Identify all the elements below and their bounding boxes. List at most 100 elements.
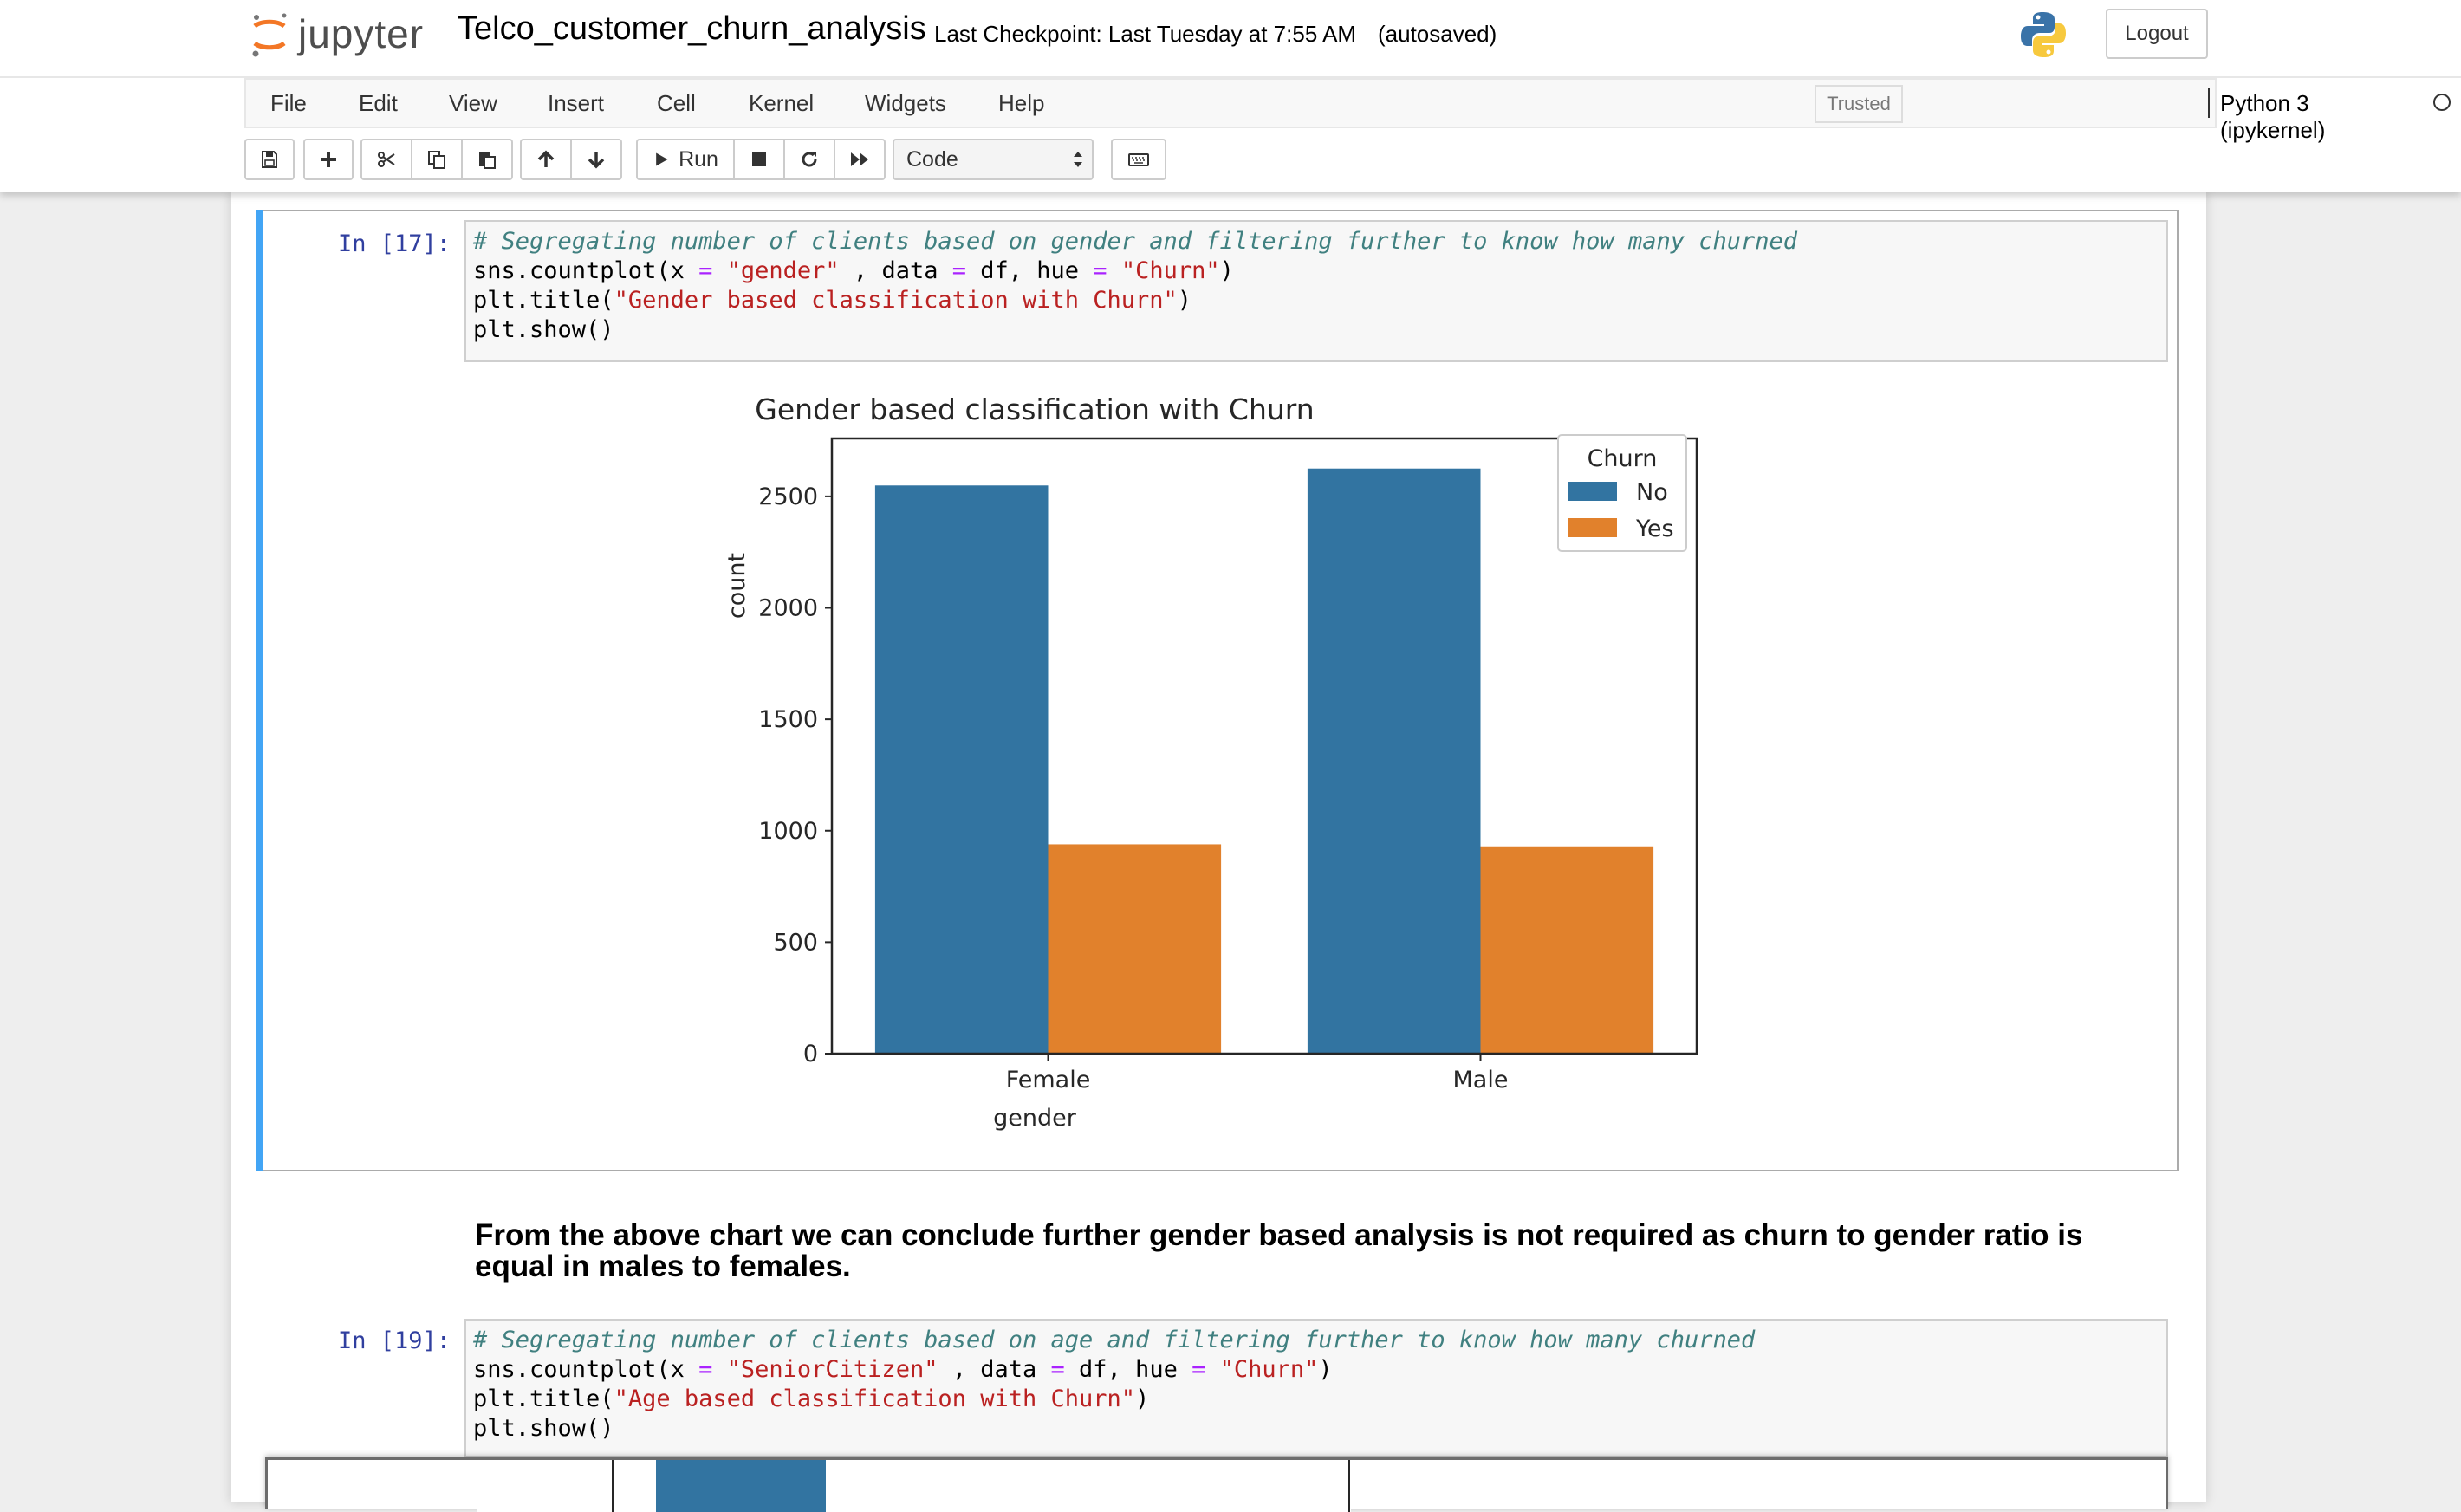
bar-male-no: [1307, 468, 1481, 1054]
y-tick-label: 500: [773, 929, 818, 956]
menu-cell[interactable]: Cell: [657, 90, 696, 116]
arrow-down-icon: [588, 152, 605, 169]
legend-label-yes: Yes: [1635, 516, 1674, 542]
code-string: "Gender based classification with Churn": [614, 287, 1178, 314]
trusted-indicator[interactable]: Trusted: [1815, 85, 1903, 123]
fast-forward-icon: [851, 152, 868, 166]
code-operator: =: [698, 1356, 713, 1383]
input-prompt: In [17]:: [338, 230, 451, 257]
countplot-chart: Gender based classification with Churn c…: [724, 393, 1698, 1132]
markdown-conclusion: From the above chart we can conclude fur…: [475, 1218, 2083, 1283]
menu-kernel[interactable]: Kernel: [749, 90, 815, 116]
input-prompt-2: In [19]:: [338, 1327, 451, 1354]
code-comment: # Segregating number of clients based on…: [473, 228, 1798, 255]
code-token: plt.title(: [473, 1385, 614, 1412]
jupyter-logo[interactable]: jupyter: [248, 7, 438, 62]
kernel-name[interactable]: Python 3 (ipykernel): [2220, 90, 2326, 143]
insert-cell-button[interactable]: [303, 139, 354, 180]
code-token: ): [1177, 287, 1192, 314]
cut-button[interactable]: [360, 139, 412, 180]
stop-icon: [752, 152, 766, 166]
menu-help[interactable]: Help: [998, 90, 1045, 116]
code-token: , data: [938, 1356, 1051, 1383]
restart-run-all-button[interactable]: [834, 139, 886, 180]
python-logo-icon: [2021, 12, 2066, 57]
legend-title: Churn: [1588, 445, 1658, 472]
menu-bar: File Edit View Insert Cell Kernel Widget…: [244, 78, 2451, 143]
save-icon: [262, 151, 277, 168]
y-axis-label: count: [724, 553, 750, 619]
copy-button[interactable]: [411, 139, 463, 180]
run-button[interactable]: Run: [636, 139, 735, 180]
y-tick-label: 2500: [758, 483, 818, 510]
menu-file[interactable]: File: [270, 90, 307, 116]
notebook-header: jupyter Telco_customer_churn_analysis La…: [0, 0, 2461, 192]
code-token: [1205, 1356, 1219, 1383]
interrupt-button[interactable]: [733, 139, 785, 180]
menu-edit[interactable]: Edit: [359, 90, 398, 116]
code-operator: =: [1050, 1356, 1065, 1383]
select-arrows-icon: [1074, 152, 1082, 167]
selected-cell-indicator: [256, 210, 263, 1171]
notebook-name[interactable]: Telco_customer_churn_analysis: [458, 10, 926, 47]
code-token: plt.show(): [473, 1415, 614, 1442]
chart-legend: Churn No Yes: [1557, 434, 1687, 552]
jupyter-logo-text: jupyter: [298, 11, 425, 56]
plot-frame: [830, 437, 1698, 1055]
code-operator: =: [951, 257, 966, 284]
notebook-page: In [17]: # Segregating number of clients…: [231, 192, 2206, 1512]
code-operator: =: [698, 257, 713, 284]
code-editor-2[interactable]: # Segregating number of clients based on…: [464, 1319, 2168, 1457]
code-token: df, hue: [1064, 1356, 1192, 1383]
output-cell-2: [265, 1457, 2168, 1512]
paste-icon: [479, 152, 496, 169]
command-palette-button[interactable]: [1111, 139, 1166, 180]
code-string: "Churn": [1219, 1356, 1319, 1383]
code-token: sns.countplot(x: [473, 257, 699, 284]
cell-type-select[interactable]: Code: [893, 139, 1094, 180]
run-label: Run: [679, 146, 718, 172]
bar-female-yes: [1048, 844, 1222, 1054]
y-tick-label: 1000: [758, 818, 818, 845]
x-axis-label: gender: [993, 1105, 1077, 1132]
toolbar: Run Code: [244, 137, 2217, 184]
code-token: sns.countplot(x: [473, 1356, 699, 1383]
code-token: ): [1135, 1385, 1150, 1412]
restart-button[interactable]: [783, 139, 835, 180]
code-string: "gender": [726, 257, 840, 284]
legend-label-no: No: [1636, 479, 1668, 506]
x-tick-label: Male: [1453, 1067, 1509, 1093]
cut-icon: [378, 152, 395, 167]
code-operator: =: [1192, 1356, 1206, 1383]
bar-male-yes: [1480, 846, 1654, 1054]
cell-type-value: Code: [906, 147, 958, 172]
code-string: "SeniorCitizen": [726, 1356, 938, 1383]
code-token: ): [1318, 1356, 1333, 1383]
play-icon: [656, 152, 668, 166]
paste-button[interactable]: [461, 139, 513, 180]
code-token: [712, 1356, 726, 1383]
code-token: plt.show(): [473, 316, 614, 343]
keyboard-icon: [1128, 153, 1149, 166]
plus-icon: [321, 152, 336, 167]
code-editor[interactable]: # Segregating number of clients based on…: [464, 220, 2168, 362]
restart-icon: [802, 152, 817, 167]
code-token: [1107, 257, 1121, 284]
menu-view[interactable]: View: [449, 90, 497, 116]
save-button[interactable]: [244, 139, 295, 180]
logout-button[interactable]: Logout: [2106, 9, 2208, 59]
code-operator: =: [1093, 257, 1107, 284]
code-comment: # Segregating number of clients based on…: [473, 1327, 1756, 1353]
menu-insert[interactable]: Insert: [548, 90, 605, 116]
menu-widgets[interactable]: Widgets: [865, 90, 946, 116]
code-token: plt.title(: [473, 287, 614, 314]
code-token: [712, 257, 726, 284]
code-string: "Churn": [1120, 257, 1220, 284]
x-tick-label: Female: [1006, 1067, 1091, 1093]
arrow-up-icon: [537, 150, 555, 167]
top-bar: jupyter Telco_customer_churn_analysis La…: [0, 0, 2461, 78]
checkpoint-status: Last Checkpoint: Last Tuesday at 7:55 AM: [934, 21, 1357, 47]
move-up-button[interactable]: [520, 139, 572, 180]
move-down-button[interactable]: [570, 139, 622, 180]
jupyter-logo-icon: [252, 13, 287, 57]
